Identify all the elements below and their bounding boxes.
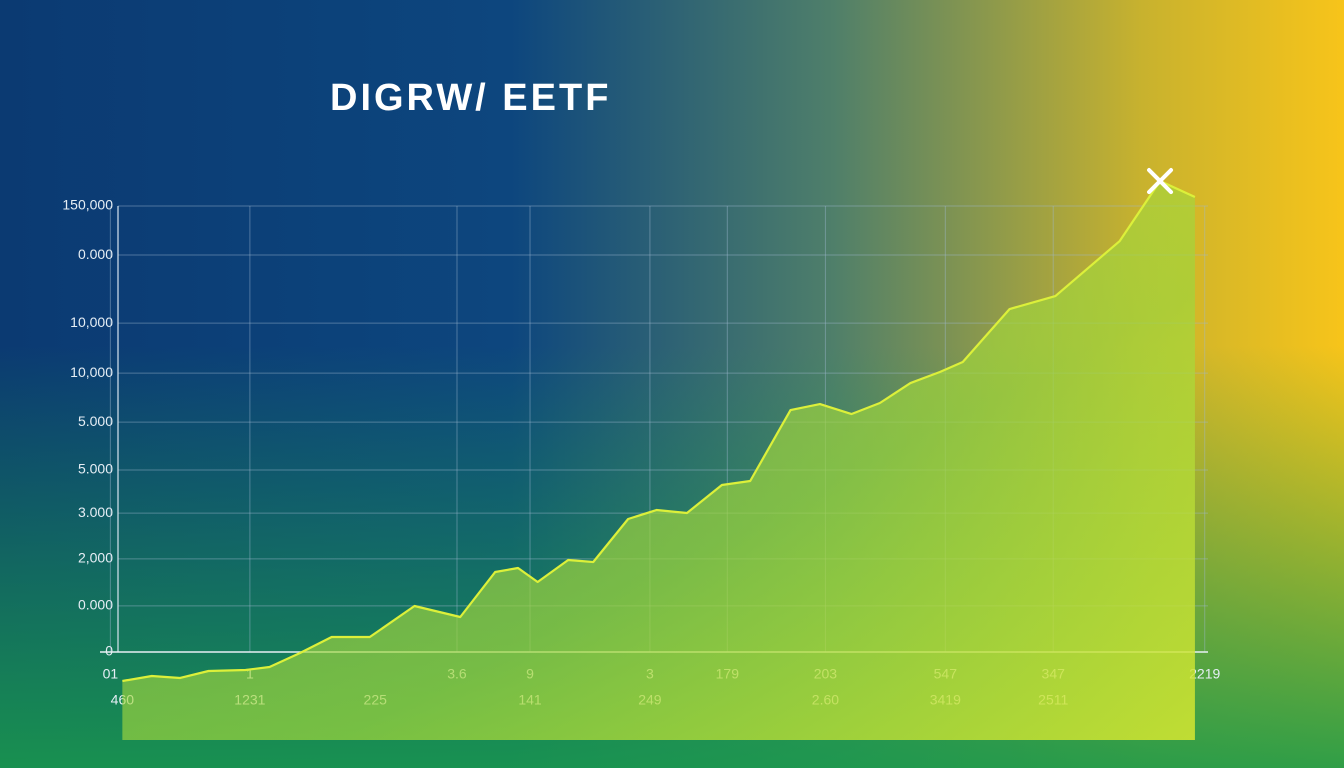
y-tick-label: 10,000 [70,314,113,330]
y-tick-label: 0 [105,643,113,659]
y-tick-label: 5.000 [78,461,113,477]
y-tick-label: 10,000 [70,364,113,380]
peak-cross [1147,168,1174,195]
line [122,179,1196,683]
peak-marker [1147,168,1174,195]
y-tick-label: 5.000 [78,413,113,429]
x-tick-label: 2219 [1189,666,1220,682]
y-tick-label: 3.000 [78,504,113,520]
y-tick-label: 0.000 [78,246,113,262]
x-tick-label: 01 [103,666,119,682]
plot [122,168,1196,741]
y-tick-label: 0.000 [78,597,113,613]
y-tick-label: 150,000 [62,197,113,213]
area [122,181,1195,741]
chart-title: DIGRW/ EETF [330,77,611,119]
y-tick-label: 2,000 [78,550,113,566]
